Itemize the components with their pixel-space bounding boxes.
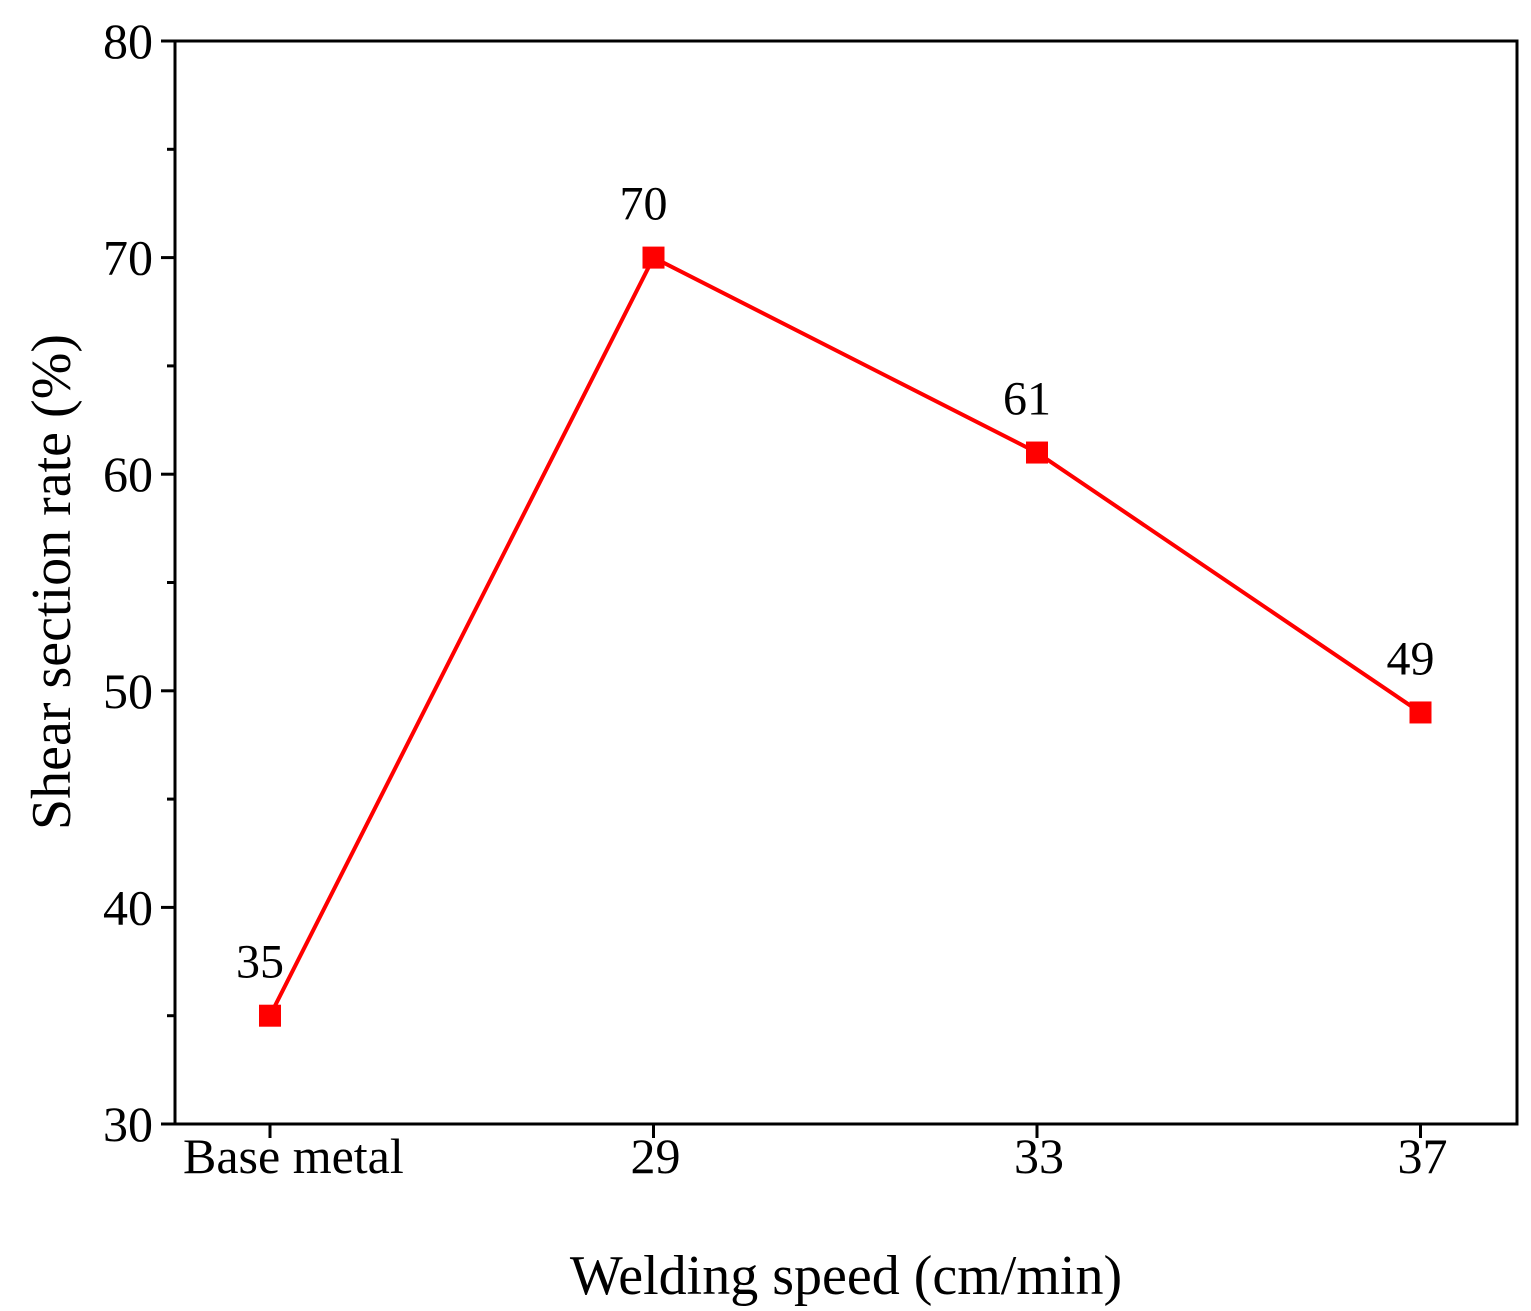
- x-tick-label: Base metal: [183, 1128, 404, 1184]
- y-tick-label: 70: [103, 230, 153, 286]
- data-label: 70: [620, 178, 668, 231]
- plot-frame: [173, 39, 1519, 1126]
- x-axis-ticks: Base metal 29 33 37: [183, 1124, 1448, 1184]
- data-label: 61: [1003, 373, 1051, 426]
- x-tick-label: 37: [1398, 1128, 1448, 1184]
- data-point-marker: [1026, 441, 1048, 464]
- y-tick-label: 30: [103, 1096, 153, 1152]
- x-tick-label: 33: [1014, 1128, 1064, 1184]
- y-axis-title: Shear section rate (%): [21, 334, 83, 830]
- data-point-marker: [259, 1004, 281, 1027]
- data-label: 49: [1387, 632, 1435, 685]
- data-label-layer: 35 70 61 49: [236, 178, 1435, 989]
- data-label: 35: [236, 936, 284, 989]
- x-axis-title: Welding speed (cm/min): [570, 1245, 1122, 1307]
- data-point-marker: [1409, 701, 1432, 724]
- data-point-marker: [642, 246, 665, 269]
- series-layer: [259, 246, 1432, 1027]
- y-axis-ticks: 30 40 50 60 70 80: [103, 13, 175, 1152]
- y-tick-label: 50: [103, 663, 153, 719]
- series-line: [268, 254, 1422, 1017]
- y-tick-label: 60: [103, 446, 153, 502]
- y-tick-label: 80: [103, 13, 153, 69]
- x-tick-label: 29: [631, 1128, 681, 1184]
- y-tick-label: 40: [103, 879, 153, 935]
